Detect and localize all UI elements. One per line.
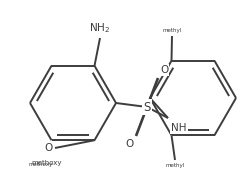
Text: methoxy: methoxy bbox=[29, 162, 53, 167]
Text: O: O bbox=[160, 65, 168, 75]
Text: NH: NH bbox=[171, 123, 186, 133]
Text: NH$_2$: NH$_2$ bbox=[90, 21, 110, 35]
Text: O: O bbox=[45, 143, 53, 153]
Text: methyl: methyl bbox=[162, 28, 182, 33]
Text: methoxy: methoxy bbox=[32, 160, 62, 166]
Text: methyl: methyl bbox=[166, 163, 184, 168]
Text: O: O bbox=[126, 139, 134, 149]
Text: S: S bbox=[143, 100, 151, 113]
